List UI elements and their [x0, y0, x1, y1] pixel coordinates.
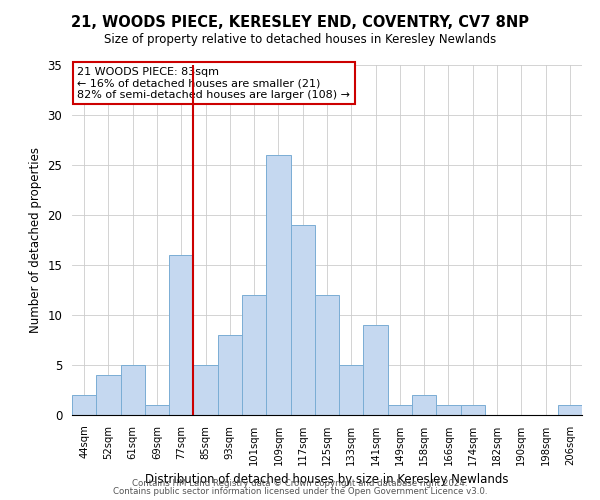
Text: Contains public sector information licensed under the Open Government Licence v3: Contains public sector information licen… [113, 487, 487, 496]
Text: 21, WOODS PIECE, KERESLEY END, COVENTRY, CV7 8NP: 21, WOODS PIECE, KERESLEY END, COVENTRY,… [71, 15, 529, 30]
Bar [461, 405, 485, 415]
Bar [558, 405, 582, 415]
Bar [290, 225, 315, 415]
Bar [412, 395, 436, 415]
Bar [121, 365, 145, 415]
Bar [218, 335, 242, 415]
Bar [242, 295, 266, 415]
Bar [364, 325, 388, 415]
Text: Size of property relative to detached houses in Keresley Newlands: Size of property relative to detached ho… [104, 32, 496, 46]
Bar [96, 375, 121, 415]
Bar [72, 395, 96, 415]
Text: 21 WOODS PIECE: 83sqm
← 16% of detached houses are smaller (21)
82% of semi-deta: 21 WOODS PIECE: 83sqm ← 16% of detached … [77, 66, 350, 100]
X-axis label: Distribution of detached houses by size in Keresley Newlands: Distribution of detached houses by size … [145, 474, 509, 486]
Bar [145, 405, 169, 415]
Bar [193, 365, 218, 415]
Bar [436, 405, 461, 415]
Bar [169, 255, 193, 415]
Y-axis label: Number of detached properties: Number of detached properties [29, 147, 42, 333]
Text: Contains HM Land Registry data © Crown copyright and database right 2024.: Contains HM Land Registry data © Crown c… [132, 478, 468, 488]
Bar [339, 365, 364, 415]
Bar [315, 295, 339, 415]
Bar [266, 155, 290, 415]
Bar [388, 405, 412, 415]
